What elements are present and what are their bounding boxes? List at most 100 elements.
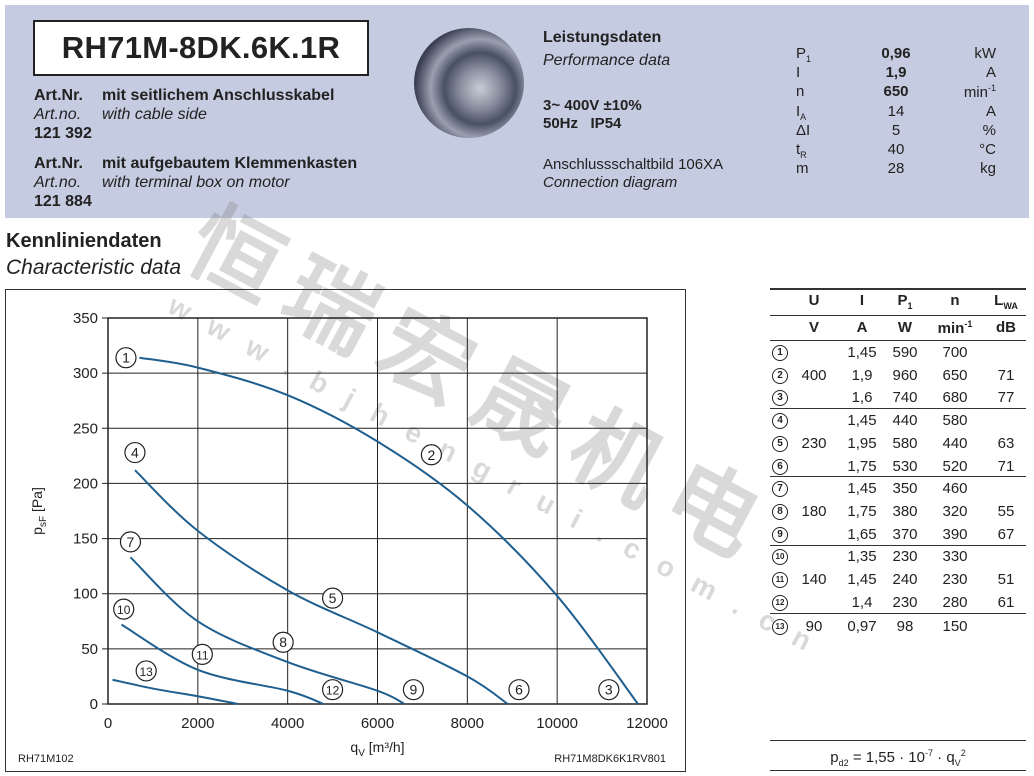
table-cell-I: 1,45	[847, 412, 877, 430]
curve-label-1: 1	[115, 347, 137, 369]
table-cell-U: 180	[801, 502, 827, 520]
desc: mit aufgebautem Klemmenkasten	[102, 155, 358, 172]
supply-voltage: 3~ 400V ±10%	[543, 97, 642, 114]
symbol-sub: A	[800, 111, 807, 122]
curve-label-13: 13	[135, 660, 157, 682]
label-text: 9	[410, 682, 418, 698]
curve-series-1	[139, 356, 639, 705]
row-number-badge: 1	[772, 345, 788, 361]
y-tick-label: 0	[90, 696, 98, 713]
curve-label-3: 3	[598, 679, 620, 701]
table-cell-L: 67	[997, 525, 1015, 543]
table-cell-P: 380	[892, 502, 918, 520]
unit-sup: -1	[987, 83, 996, 94]
table-rule	[770, 770, 1026, 771]
y-tick-label: 100	[73, 586, 98, 603]
value: 28	[887, 160, 905, 178]
label-text: 13	[139, 665, 153, 679]
table-rule	[770, 408, 1026, 409]
x-axis-label: qV [m³/h]	[350, 739, 404, 759]
performance-row: I 1,9 A	[796, 64, 996, 83]
table-cell-P: 440	[892, 412, 918, 430]
performance-row: P1 0,96 kW	[796, 45, 996, 64]
unit: kg	[980, 160, 996, 178]
value: 0,96	[881, 45, 911, 62]
row-number-badge: 11	[772, 572, 788, 588]
table-cell-I: 1,45	[847, 571, 877, 588]
value: 14	[887, 102, 905, 120]
label: Art.no.	[34, 174, 82, 191]
table-cell-P: 370	[892, 525, 918, 543]
table-cell-I: 1,65	[847, 525, 877, 543]
curve-label-12: 12	[321, 679, 344, 701]
performance-row: ΔI 5%	[796, 122, 996, 141]
symbol: IA	[796, 102, 807, 122]
table-rule	[770, 740, 1026, 741]
chart-svg: 0 2000 4000 6000 8000 10000 12000 0 50 100 150 200 2…	[18, 310, 668, 765]
x-tick-label: 8000	[451, 715, 484, 732]
y-tick-label: 200	[73, 475, 98, 492]
row-number-badge: 2	[772, 367, 788, 384]
performance-row: n 650 min-1	[796, 83, 996, 102]
chart-code-right: RH71M8DK6K1RV801	[554, 753, 666, 765]
unit: %	[982, 121, 996, 139]
label-circle	[115, 347, 137, 369]
row-number-badge: 5	[772, 435, 788, 452]
label-circle	[191, 643, 213, 665]
x-tick-label: 0	[104, 715, 112, 732]
row-number-badge: 3	[772, 390, 788, 407]
table-cell-U: 400	[801, 366, 827, 384]
label: Art.Nr.	[34, 87, 83, 104]
column-unit: min-1	[937, 319, 973, 337]
table-cell-P: 98	[896, 618, 914, 636]
label-circle	[321, 587, 344, 609]
label-text: 12	[326, 684, 340, 698]
table-cell-L: 71	[997, 366, 1015, 384]
y-tick-label: 150	[73, 531, 98, 548]
table-cell-L: 51	[997, 571, 1015, 588]
x-tick-label: 6000	[361, 715, 394, 732]
symbol: m	[796, 160, 809, 178]
table-cell-L: 71	[997, 457, 1015, 475]
curve-label-2: 2	[420, 444, 442, 466]
value: 40	[887, 141, 905, 158]
label-circle	[113, 598, 135, 620]
unit: A	[985, 102, 996, 120]
variant-terminal-box: Art.Nr. mit aufgebautem Klemmenkasten Art…	[34, 154, 414, 211]
column-header: U	[808, 292, 820, 309]
label-text: 4	[131, 445, 139, 461]
table-cell-n: 680	[942, 389, 968, 407]
table-cell-L: 55	[997, 502, 1015, 520]
table-cell-n: 700	[942, 344, 968, 361]
unit: kW	[974, 45, 996, 62]
table-cell-I: 1,45	[847, 344, 877, 361]
table-cell-P: 240	[892, 571, 918, 588]
row-number-badge: 10	[772, 549, 788, 566]
row-number-badge: 8	[772, 503, 788, 520]
table-cell-P: 580	[892, 434, 918, 452]
symbol: I	[796, 64, 801, 82]
label-circle	[321, 679, 344, 701]
label-text: 6	[515, 682, 523, 698]
x-tick-label: 4000	[271, 715, 304, 732]
chart-code-left: RH71M102	[18, 753, 74, 765]
x-tick-label: 10000	[536, 715, 578, 732]
symbol: n	[796, 83, 805, 101]
curve-series-2	[134, 469, 509, 705]
label-text: 10	[117, 603, 131, 617]
table-cell-n: 390	[942, 525, 968, 543]
table-cell-I: 1,9	[851, 366, 873, 384]
model-title: RH71M-8DK.6K.1R	[33, 20, 369, 76]
table-cell-n: 330	[942, 548, 968, 566]
table-cell-n: 460	[942, 480, 968, 498]
symbol: P1	[796, 45, 812, 64]
desc: with cable side	[102, 106, 207, 123]
column-header: n	[950, 292, 960, 309]
y-tick-label: 250	[73, 420, 98, 437]
table-cell-I: 1,95	[847, 434, 877, 452]
table-cell-P: 590	[892, 344, 918, 361]
symbol: ΔI	[796, 121, 811, 139]
label-text: 7	[127, 534, 135, 550]
label-text: 8	[279, 634, 287, 650]
column-header: P1	[897, 292, 913, 311]
